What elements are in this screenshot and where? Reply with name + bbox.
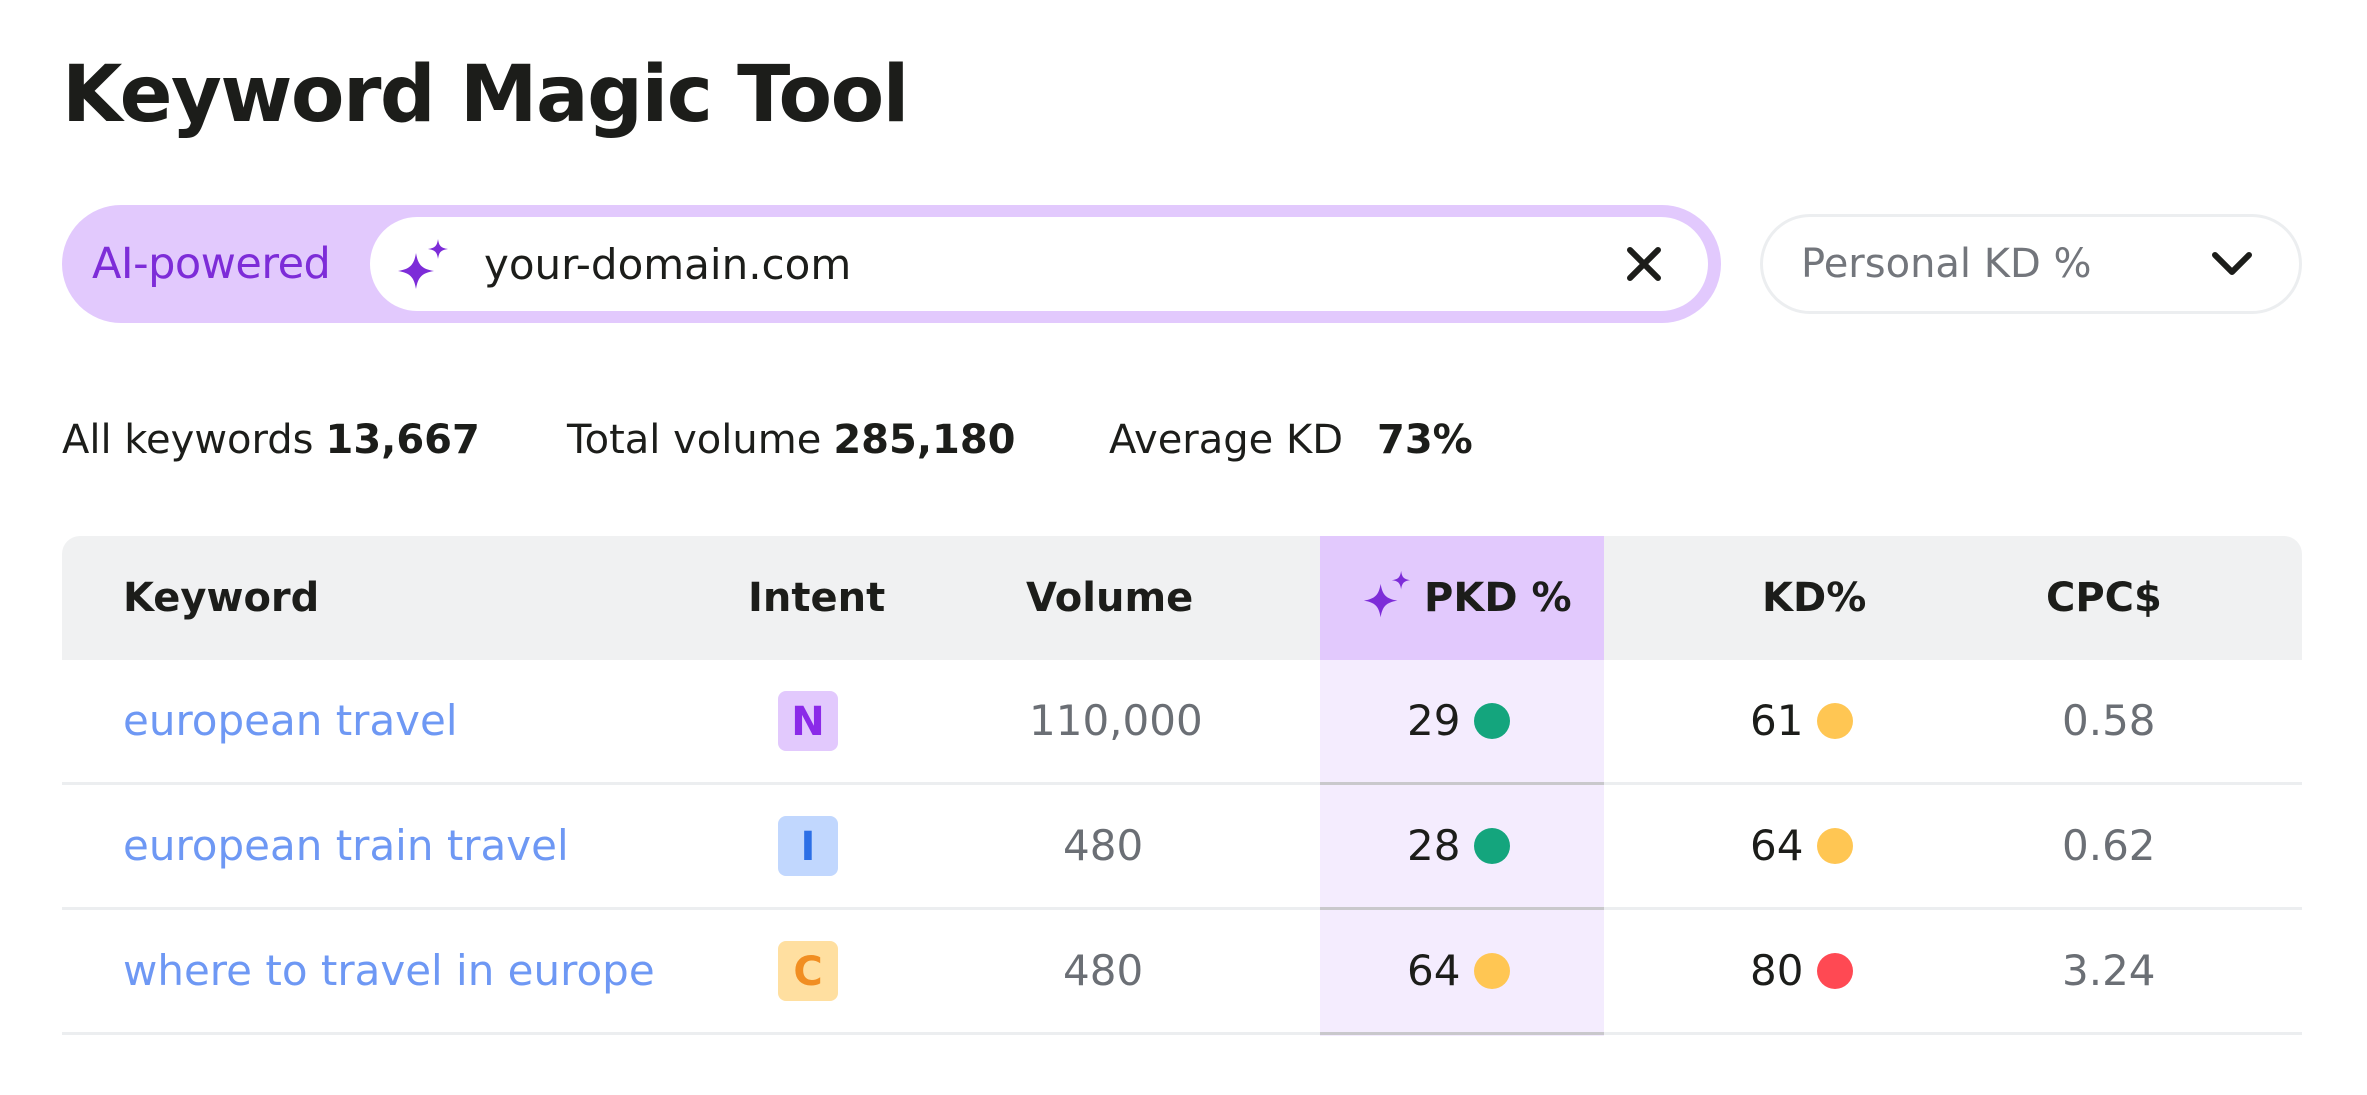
pkd-cell: 29 bbox=[1407, 660, 1511, 782]
pkd-value: 28 bbox=[1407, 821, 1461, 870]
sparkle-icon bbox=[398, 239, 448, 289]
volume-value: 480 bbox=[1063, 946, 1144, 995]
intent-badge-navigational: N bbox=[778, 691, 838, 751]
pkd-value: 64 bbox=[1407, 946, 1461, 995]
keyword-link[interactable]: where to travel in europe bbox=[123, 946, 655, 995]
table-header: Keyword Intent Volume PKD % KD% CPC$ bbox=[62, 536, 2302, 660]
kd-cell: 80 bbox=[1750, 910, 1854, 1032]
kd-value: 64 bbox=[1750, 821, 1804, 870]
pkd-value: 29 bbox=[1407, 696, 1461, 745]
table-row: european travel N 110,000 29 61 0.58 bbox=[62, 660, 2302, 785]
kd-cell: 64 bbox=[1750, 785, 1854, 907]
difficulty-dot-icon bbox=[1817, 952, 1854, 989]
average-kd-stat: Average KD 73% bbox=[1109, 405, 1473, 475]
table-row: where to travel in europe C 480 64 80 3.… bbox=[62, 910, 2302, 1035]
difficulty-dot-icon bbox=[1474, 827, 1511, 864]
keyword-link[interactable]: european travel bbox=[123, 696, 458, 745]
intent-badge-commercial: C bbox=[778, 941, 838, 1001]
pkd-cell: 28 bbox=[1407, 785, 1511, 907]
chevron-down-icon bbox=[2212, 252, 2252, 275]
kd-value: 61 bbox=[1750, 696, 1804, 745]
all-keywords-label: All keywords bbox=[62, 417, 314, 463]
ai-powered-label: AI-powered bbox=[92, 239, 331, 289]
kd-cell: 61 bbox=[1750, 660, 1854, 782]
sparkle-icon bbox=[1363, 570, 1411, 618]
column-header-kd[interactable]: KD% bbox=[1762, 575, 1867, 621]
pkd-cell-border bbox=[1320, 782, 1604, 785]
pkd-cell: 64 bbox=[1407, 910, 1511, 1032]
average-kd-value: 73% bbox=[1377, 417, 1473, 463]
difficulty-dot-icon bbox=[1474, 702, 1511, 739]
pkd-cell-border bbox=[1320, 907, 1604, 910]
all-keywords-stat: All keywords 13,667 bbox=[62, 405, 480, 475]
pkd-cell-border bbox=[1320, 1032, 1604, 1035]
keywords-table: Keyword Intent Volume PKD % KD% CPC$ eur… bbox=[62, 536, 2302, 1036]
pkd-column-highlight bbox=[1320, 660, 1604, 1036]
dropdown-selected-value: Personal KD % bbox=[1801, 241, 2092, 287]
table-row: european train travel I 480 28 64 0.62 bbox=[62, 785, 2302, 910]
search-field-container[interactable] bbox=[370, 217, 1708, 311]
difficulty-dot-icon bbox=[1817, 702, 1854, 739]
difficulty-dot-icon bbox=[1817, 827, 1854, 864]
cpc-value: 0.58 bbox=[2062, 696, 2156, 745]
pkd-header-label: PKD % bbox=[1424, 575, 1572, 621]
total-volume-label: Total volume bbox=[567, 417, 822, 463]
column-header-intent[interactable]: Intent bbox=[748, 575, 886, 621]
kd-value: 80 bbox=[1750, 946, 1804, 995]
intent-badge-informational: I bbox=[778, 816, 838, 876]
page-title: Keyword Magic Tool bbox=[62, 50, 909, 140]
cpc-value: 0.62 bbox=[2062, 821, 2156, 870]
keyword-link[interactable]: european train travel bbox=[123, 821, 569, 870]
close-icon[interactable] bbox=[1620, 240, 1668, 288]
column-header-volume[interactable]: Volume bbox=[1026, 575, 1194, 621]
total-volume-value: 285,180 bbox=[833, 417, 1016, 463]
average-kd-label: Average KD bbox=[1109, 417, 1344, 463]
search-input[interactable] bbox=[484, 217, 1564, 311]
column-header-keyword[interactable]: Keyword bbox=[123, 575, 320, 621]
pkd-header-highlight bbox=[1320, 536, 1604, 660]
column-header-cpc[interactable]: CPC$ bbox=[2046, 575, 2162, 621]
all-keywords-value: 13,667 bbox=[325, 417, 480, 463]
column-header-pkd[interactable]: PKD % bbox=[1362, 536, 1572, 660]
kd-type-dropdown[interactable]: Personal KD % bbox=[1760, 214, 2302, 314]
ai-search-bar: AI-powered bbox=[62, 205, 1721, 323]
volume-value: 110,000 bbox=[1029, 696, 1203, 745]
cpc-value: 3.24 bbox=[2062, 946, 2156, 995]
total-volume-stat: Total volume 285,180 bbox=[567, 405, 1016, 475]
difficulty-dot-icon bbox=[1474, 952, 1511, 989]
volume-value: 480 bbox=[1063, 821, 1144, 870]
